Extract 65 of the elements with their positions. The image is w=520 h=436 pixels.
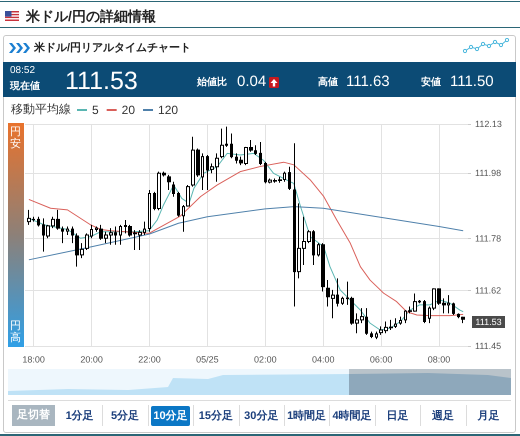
candlestick bbox=[370, 331, 373, 339]
text: 5分足 bbox=[110, 410, 140, 422]
text: 月足 bbox=[476, 410, 500, 422]
candlestick bbox=[27, 209, 31, 226]
candlestick bbox=[461, 316, 465, 324]
candlestick bbox=[341, 296, 344, 306]
text: 1分足 bbox=[64, 410, 95, 422]
x-tick-label: 08:00 bbox=[428, 354, 450, 364]
text: 4時間足 bbox=[332, 410, 373, 422]
text: 日足 bbox=[385, 410, 410, 422]
text: 高値 bbox=[318, 77, 338, 88]
candlestick bbox=[399, 316, 402, 326]
price-tag: 111.53 bbox=[472, 316, 505, 328]
candlestick bbox=[230, 132, 233, 159]
y-tick-label: 111.45 bbox=[475, 341, 502, 351]
candlestick bbox=[423, 299, 426, 324]
text: 安値 bbox=[421, 77, 441, 88]
x-tick-label: 05/25 bbox=[196, 354, 219, 364]
x-tick-label: 20:00 bbox=[80, 354, 103, 364]
text: 111.50 bbox=[450, 73, 494, 90]
candlestick bbox=[452, 302, 455, 316]
legend-label: 5 bbox=[92, 103, 99, 117]
gradient-strip: 円安 円高 bbox=[8, 123, 24, 347]
text: 週足 bbox=[430, 410, 455, 422]
candlestick bbox=[167, 174, 171, 190]
candlestick bbox=[177, 191, 180, 218]
y-tick-label: 111.98 bbox=[475, 168, 502, 178]
text: 始値比 bbox=[197, 77, 227, 88]
legend-label: 20 bbox=[122, 103, 136, 117]
candlestick bbox=[375, 331, 378, 340]
text: 15分足 bbox=[198, 410, 234, 422]
text: 30分足 bbox=[243, 410, 280, 422]
text: 0.04 bbox=[237, 73, 266, 90]
text: 111.63 bbox=[346, 73, 390, 90]
candlestick bbox=[220, 128, 224, 159]
candlestick bbox=[254, 144, 257, 156]
chart-subtitle: 米ドル/円リアルタイムチャート bbox=[34, 42, 192, 54]
candlestick bbox=[457, 312, 460, 319]
x-tick-label: 02:00 bbox=[254, 354, 277, 364]
candlestick bbox=[71, 226, 74, 244]
candlestick bbox=[259, 141, 262, 166]
x-tick-label: 04:00 bbox=[312, 354, 334, 364]
candlestick bbox=[148, 189, 151, 232]
legend-label: 120 bbox=[158, 103, 178, 117]
y-tick-label: 111.78 bbox=[475, 233, 502, 244]
legend-title: 移動平均線 bbox=[11, 102, 71, 116]
candlestick bbox=[321, 242, 325, 292]
candlestick bbox=[61, 226, 64, 244]
candlestick bbox=[66, 226, 69, 236]
y-tick-label: 112.13 bbox=[475, 119, 502, 129]
candlestick bbox=[172, 181, 175, 198]
chart-title: 米ドル/円の詳細情報 bbox=[26, 8, 156, 24]
candlestick bbox=[119, 224, 122, 246]
text: 1時間足 bbox=[286, 410, 328, 422]
text: 111.53 bbox=[65, 67, 138, 95]
x-tick-label: 18:00 bbox=[22, 354, 45, 364]
button: 足切替 bbox=[12, 405, 55, 426]
text: 08:52 bbox=[10, 65, 36, 76]
candlestick bbox=[37, 216, 40, 228]
y-tick-label: 111.62 bbox=[475, 286, 502, 296]
button: 10分足 bbox=[150, 406, 190, 426]
x-tick-label: 22:00 bbox=[138, 354, 161, 364]
text: 現在値 bbox=[10, 81, 40, 92]
candlestick bbox=[288, 166, 291, 190]
x-tick-label: 06:00 bbox=[370, 354, 392, 364]
